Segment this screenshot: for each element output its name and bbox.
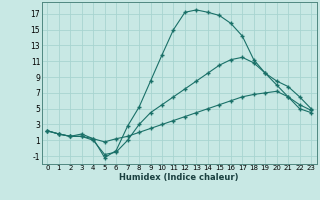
X-axis label: Humidex (Indice chaleur): Humidex (Indice chaleur) [119, 173, 239, 182]
